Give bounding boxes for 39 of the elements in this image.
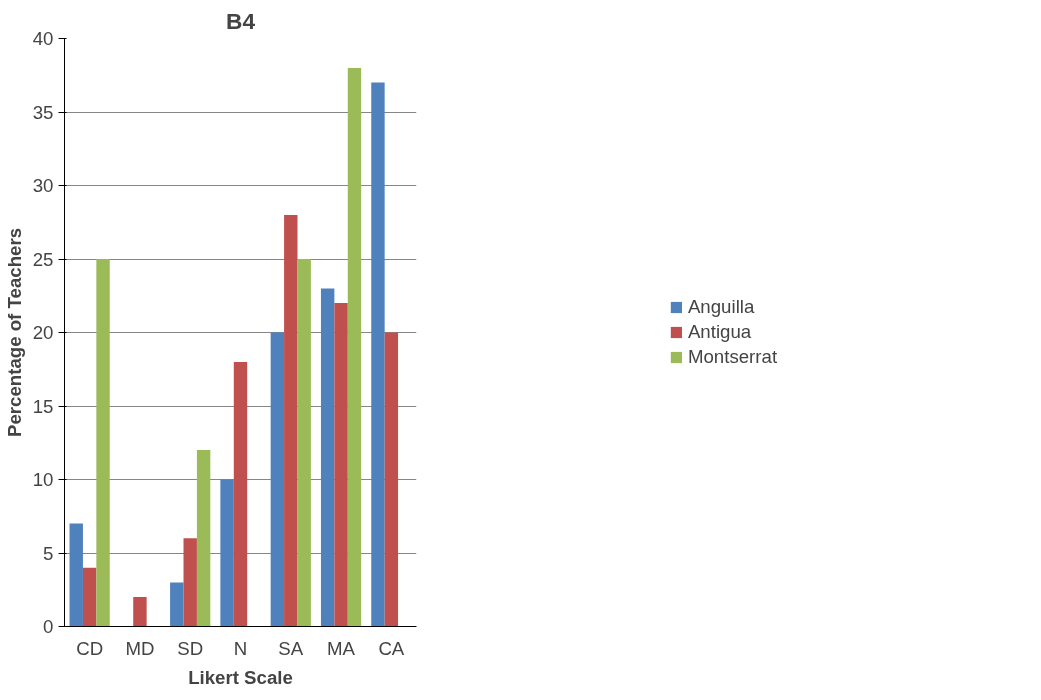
bar	[183, 538, 197, 627]
bar	[233, 361, 248, 627]
bar	[133, 597, 147, 627]
bar	[384, 332, 399, 627]
bar	[82, 567, 97, 627]
legend-label: Montserrat	[687, 346, 778, 368]
chart-title: B4	[226, 7, 256, 34]
y-tick-label: 30	[32, 175, 54, 196]
x-tick-label: N	[233, 637, 248, 659]
bar	[347, 67, 362, 627]
bar	[371, 82, 385, 627]
y-tick-label: 35	[32, 101, 54, 123]
bar	[320, 288, 335, 627]
bar	[196, 450, 211, 627]
legend-label: Anguilla	[687, 296, 755, 318]
x-tick-label: MA	[327, 637, 356, 659]
x-tick-label: SD	[177, 637, 204, 659]
legend-label: Antigua	[687, 321, 752, 343]
y-tick-label: 10	[32, 469, 54, 490]
y-tick-label: 15	[32, 395, 54, 417]
y-axis-title: Percentage of Teachers	[3, 227, 25, 438]
x-tick-label: CA	[378, 637, 405, 659]
x-tick-label: CD	[76, 637, 104, 659]
x-axis-title: Likert Scale	[188, 666, 293, 688]
y-tick-label: 5	[43, 542, 54, 564]
bar	[96, 259, 110, 627]
bar	[69, 523, 83, 627]
bar	[297, 259, 311, 627]
x-tick-label: SA	[278, 637, 304, 659]
bar	[284, 214, 298, 627]
x-tick-label: MD	[125, 637, 155, 659]
y-tick-label: 20	[32, 322, 54, 343]
bar	[220, 479, 234, 627]
bar	[170, 582, 184, 627]
y-tick-label: 0	[43, 616, 54, 637]
bar	[334, 303, 348, 627]
bar	[270, 332, 285, 627]
y-tick-label: 40	[32, 28, 54, 49]
y-tick-label: 25	[32, 248, 54, 270]
